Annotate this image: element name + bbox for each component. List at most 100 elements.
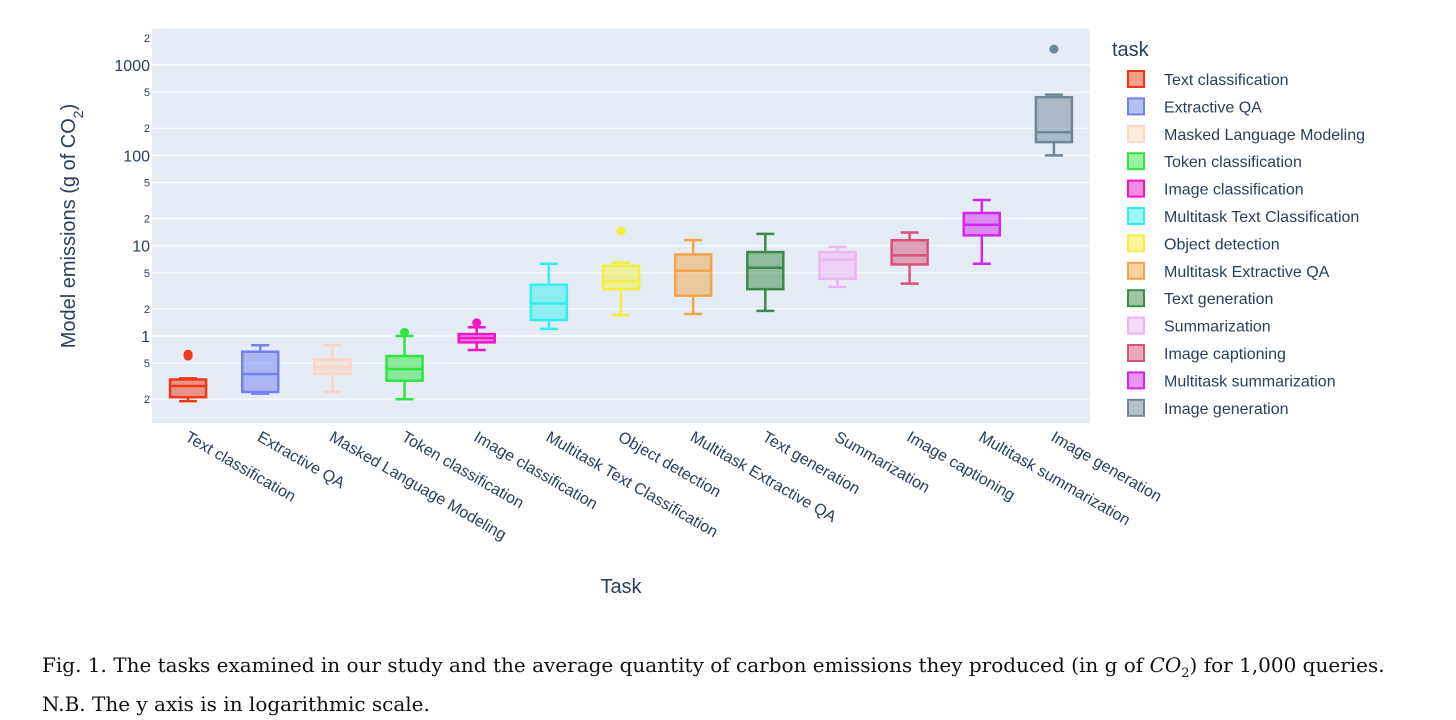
- legend-swatch: [1127, 261, 1145, 280]
- y-tick-label: 1000: [114, 58, 150, 75]
- legend-swatch: [1127, 124, 1145, 143]
- figure-caption: Fig. 1. The tasks examined in our study …: [42, 650, 1442, 720]
- legend-label: Extractive QA: [1164, 99, 1262, 116]
- legend-item: Extractive QA: [1127, 97, 1262, 116]
- legend-swatch: [1127, 179, 1145, 198]
- legend-item: Image classification: [1127, 179, 1304, 199]
- grid-lines: [152, 64, 1090, 400]
- box-extractive-qa: [240, 343, 280, 395]
- y-minor-tick-label: 2: [144, 123, 150, 135]
- legend-label: Multitask Text Classification: [1164, 209, 1359, 226]
- y-axis-ticks: 1 10 100 1000 2 5 2 5 2 5 2 5 2: [114, 33, 150, 406]
- box-iqr: [601, 264, 641, 291]
- legend-item: Multitask summarization: [1127, 371, 1336, 390]
- box-iqr: [240, 350, 280, 394]
- box-text-classification: [168, 349, 208, 403]
- legend-swatch: [1127, 70, 1145, 88]
- box-iqr: [890, 238, 929, 266]
- box-iqr: [168, 378, 208, 399]
- outlier-point: [183, 349, 193, 359]
- legend-item: Summarization: [1127, 316, 1271, 336]
- box-masked-language-modeling: [313, 343, 352, 394]
- caption-prefix: Fig. 1. The tasks examined in our study …: [42, 653, 1150, 677]
- legend-swatch: [1127, 234, 1145, 253]
- y-minor-tick-label: 5: [144, 178, 150, 190]
- legend-item: Object detection: [1127, 234, 1280, 253]
- box-summarization: [818, 245, 857, 289]
- legend-swatch: [1127, 344, 1145, 362]
- box-token-classification: [385, 327, 424, 401]
- legend-item: Token classification: [1127, 152, 1302, 171]
- y-minor-tick-label: 2: [144, 394, 150, 406]
- legend-item: Text generation: [1127, 289, 1273, 308]
- x-tick-label: Token classification: [399, 429, 527, 513]
- legend-title: task: [1112, 39, 1150, 61]
- y-minor-tick-label: 5: [144, 358, 150, 370]
- y-axis-title-sub: 2: [70, 110, 86, 118]
- legend-swatch: [1127, 97, 1145, 116]
- legend-label: Text generation: [1164, 291, 1273, 308]
- box-text-generation: [746, 232, 785, 313]
- y-axis-title-main: Model emissions (g of CO: [58, 118, 80, 348]
- legend-item: Image generation: [1127, 398, 1289, 418]
- legend-label: Image generation: [1164, 401, 1289, 418]
- legend-label: Summarization: [1164, 319, 1271, 336]
- box-iqr: [746, 250, 785, 291]
- y-tick-label: 10: [132, 239, 150, 256]
- box-image-captioning: [890, 231, 929, 285]
- outlier-point: [1049, 44, 1059, 54]
- caption-suffix: ) for 1,000 queries.: [1189, 653, 1385, 677]
- legend-item: Text classification: [1127, 70, 1289, 89]
- y-axis-title: Model emissions (g of CO2): [58, 104, 86, 349]
- y-axis-title-close: ): [58, 104, 80, 111]
- box-object-detection: [601, 226, 641, 317]
- legend: Text classification Extractive QA Masked L…: [1127, 70, 1365, 418]
- outlier-point: [400, 327, 410, 337]
- y-tick-label: 100: [123, 148, 150, 165]
- legend-label: Image classification: [1164, 182, 1304, 199]
- x-axis-title: Task: [600, 576, 642, 598]
- y-minor-tick-label: 2: [144, 304, 150, 316]
- y-minor-tick-label: 2: [144, 33, 150, 45]
- box-multitask-summarization: [962, 198, 1002, 266]
- legend-label: Object detection: [1164, 236, 1280, 253]
- legend-swatch: [1127, 207, 1145, 225]
- legend-item: Multitask Text Classification: [1127, 207, 1359, 226]
- legend-item: Masked Language Modeling: [1127, 124, 1365, 144]
- legend-label: Image captioning: [1164, 346, 1286, 363]
- legend-label: Multitask summarization: [1164, 373, 1336, 390]
- legend-label: Token classification: [1164, 154, 1302, 171]
- plot-background: [152, 29, 1090, 423]
- legend-swatch: [1127, 398, 1145, 417]
- legend-item: Image captioning: [1127, 344, 1286, 363]
- box-iqr: [673, 253, 713, 297]
- caption-line-1: Fig. 1. The tasks examined in our study …: [42, 650, 1442, 689]
- legend-label: Multitask Extractive QA: [1164, 264, 1330, 281]
- box-iqr: [1034, 95, 1074, 144]
- x-tick-label: Image classification: [471, 429, 600, 514]
- legend-swatch: [1127, 371, 1145, 390]
- legend-label: Masked Language Modeling: [1164, 127, 1365, 144]
- outlier-point: [472, 318, 482, 328]
- legend-swatch: [1127, 316, 1145, 335]
- box-image-classification: [457, 318, 496, 352]
- box-series: [168, 44, 1074, 403]
- box-multitask-text-classification: [529, 262, 569, 331]
- box-image-generation: [1034, 44, 1074, 157]
- box-iqr: [818, 250, 857, 281]
- y-tick-label: 1: [141, 329, 150, 346]
- legend-item: Multitask Extractive QA: [1127, 261, 1330, 281]
- caption-line-2: N.B. The y axis is in logarithmic scale.: [42, 692, 430, 716]
- y-minor-tick-label: 5: [144, 87, 150, 99]
- y-minor-tick-label: 5: [144, 268, 150, 280]
- legend-swatch: [1127, 152, 1145, 171]
- legend-label: Text classification: [1164, 72, 1289, 89]
- legend-swatch: [1127, 289, 1145, 308]
- y-minor-tick-label: 2: [144, 213, 150, 225]
- caption-co: CO: [1149, 653, 1182, 677]
- box-multitask-extractive-qa: [673, 238, 713, 316]
- box-plot-chart: 1 10 100 1000 2 5 2 5 2 5 2 5 2 Text classification E…: [58, 29, 1365, 598]
- outlier-point: [616, 226, 626, 236]
- caption-co-sub: 2: [1181, 666, 1190, 681]
